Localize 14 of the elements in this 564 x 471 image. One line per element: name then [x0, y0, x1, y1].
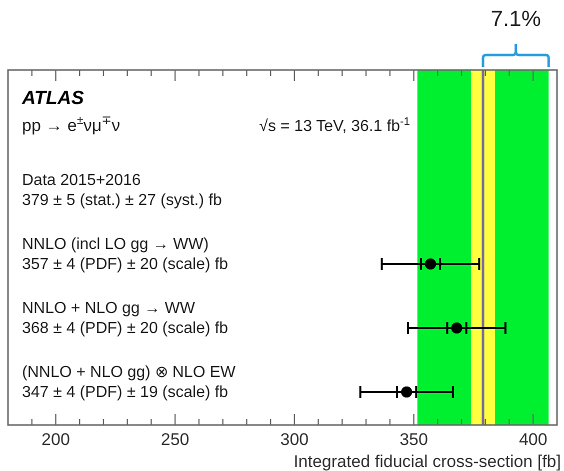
x-tick-label: 300 [280, 430, 309, 449]
text: √s = 13 TeV, 36.1 fb$^{-1}$ [259, 116, 410, 135]
y-tick-label: Data 2015+2016 379 ± 5 (stat.) ± 27 (syst.) fb [22, 172, 222, 209]
x-tick-label: 250 [160, 430, 190, 449]
x-axis-title: Integrated fiducial cross-section [fb] [294, 452, 561, 471]
x-tick-label: 200 [42, 430, 70, 449]
y-tick-label: NNLO (incl LO gg → WW) 357 ± 4 (PDF) ± 20 (scale) fb [22, 236, 228, 273]
text: ATLAS [21, 88, 84, 109]
y-tick-label: NNLO + NLO gg → WW 368 ± 4 (PDF) ± 20 (scale) fb [22, 300, 228, 337]
x-tick-label: 350 [400, 430, 428, 449]
x-tick-label: 400 [518, 430, 548, 449]
text: pp → e$^{±}$νμ$^{∓}$ν [22, 113, 120, 135]
text: 7.1% [490, 6, 541, 31]
y-tick-label: (NNLO + NLO gg) ⊗ NLO EW 347 ± 4 (PDF) ± 19 (scale) fb [22, 364, 236, 401]
